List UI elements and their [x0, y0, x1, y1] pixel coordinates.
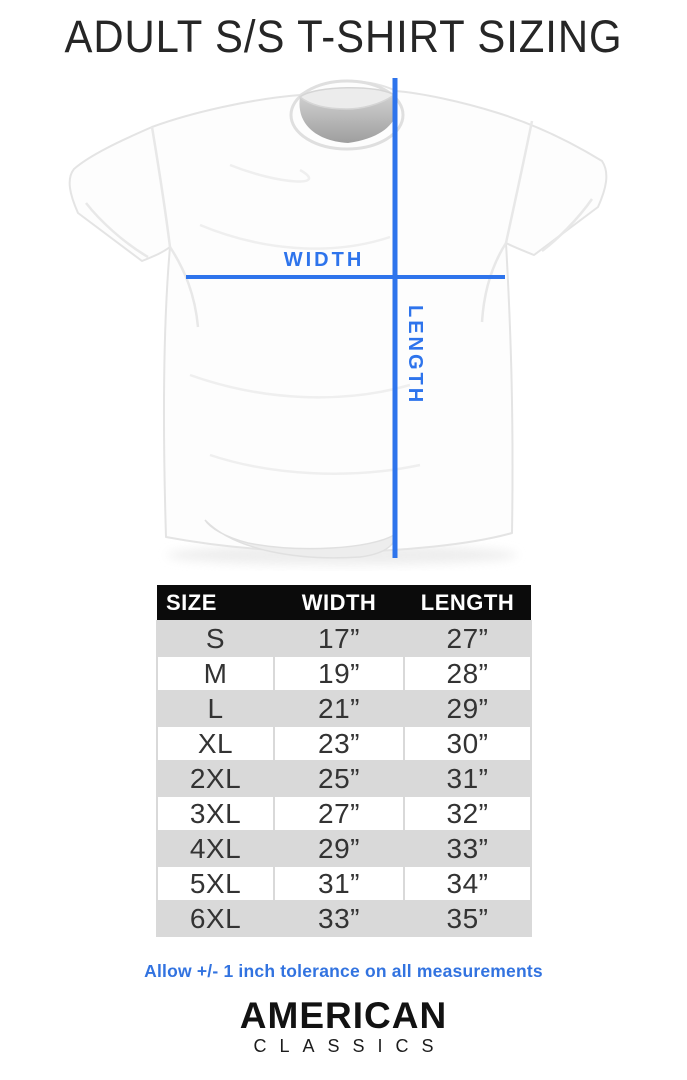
- length-cell: 29”: [403, 690, 532, 727]
- table-row: 4XL 29” 33”: [156, 830, 532, 867]
- tolerance-note: Allow +/- 1 inch tolerance on all measur…: [144, 961, 543, 981]
- table-row: L 21” 29”: [156, 690, 532, 727]
- collar-band: [289, 79, 405, 151]
- length-cell: 27”: [403, 620, 532, 657]
- size-chart-table: SIZE WIDTH LENGTH S 17” 27” M 19”: [156, 585, 532, 937]
- width-cell: 31”: [273, 865, 405, 902]
- table-row: M 19” 28”: [156, 655, 532, 692]
- column-header-size: SIZE: [157, 585, 274, 621]
- length-label: LENGTH: [404, 305, 426, 405]
- brand-name-secondary: CLASSICS: [253, 1036, 447, 1056]
- column-header-width: WIDTH: [274, 585, 404, 621]
- table-row: S 17” 27”: [156, 620, 532, 657]
- width-cell: 33”: [273, 900, 405, 937]
- width-cell: 19”: [273, 655, 405, 692]
- length-cell: 28”: [403, 655, 532, 692]
- tshirt-illustration: WIDTH LENGTH: [68, 78, 608, 565]
- page-title: ADULT S/S T-SHIRT SIZING: [64, 11, 623, 62]
- size-cell: L: [156, 690, 275, 727]
- size-cell: M: [156, 655, 275, 692]
- brand-name-primary: AMERICAN: [239, 995, 448, 1036]
- table-row: 2XL 25” 31”: [156, 760, 532, 797]
- length-cell: 30”: [403, 725, 532, 762]
- table-header: SIZE WIDTH LENGTH: [157, 585, 531, 621]
- width-cell: 29”: [273, 830, 405, 867]
- size-chart: SIZE WIDTH LENGTH S 17” 27” M 19”: [156, 585, 532, 937]
- table-body: S 17” 27” M 19” 28” L 21” 29”: [156, 620, 532, 937]
- width-cell: 23”: [273, 725, 405, 762]
- table-row: 3XL 27” 32”: [156, 795, 532, 832]
- table-row: XL 23” 30”: [156, 725, 532, 762]
- table-row: 6XL 33” 35”: [156, 900, 532, 937]
- width-cell: 21”: [273, 690, 405, 727]
- width-label: WIDTH: [284, 249, 365, 271]
- table-header-row: SIZE WIDTH LENGTH: [157, 585, 531, 621]
- size-cell: 6XL: [156, 900, 275, 937]
- size-cell: XL: [156, 725, 275, 762]
- table-row: 5XL 31” 34”: [156, 865, 532, 902]
- width-cell: 17”: [273, 620, 405, 657]
- length-cell: 32”: [403, 795, 532, 832]
- size-cell: 3XL: [156, 795, 275, 832]
- length-cell: 34”: [403, 865, 532, 902]
- brand-logo: AMERICAN CLASSICS: [0, 997, 687, 1055]
- length-cell: 33”: [403, 830, 532, 867]
- size-cell: 4XL: [156, 830, 275, 867]
- length-cell: 35”: [403, 900, 532, 937]
- tshirt-body: [68, 80, 608, 554]
- length-cell: 31”: [403, 760, 532, 797]
- column-header-length: LENGTH: [404, 585, 531, 621]
- size-cell: 2XL: [156, 760, 275, 797]
- width-cell: 25”: [273, 760, 405, 797]
- size-cell: 5XL: [156, 865, 275, 902]
- width-cell: 27”: [273, 795, 405, 832]
- back-collar: [298, 86, 396, 110]
- size-cell: S: [156, 620, 275, 657]
